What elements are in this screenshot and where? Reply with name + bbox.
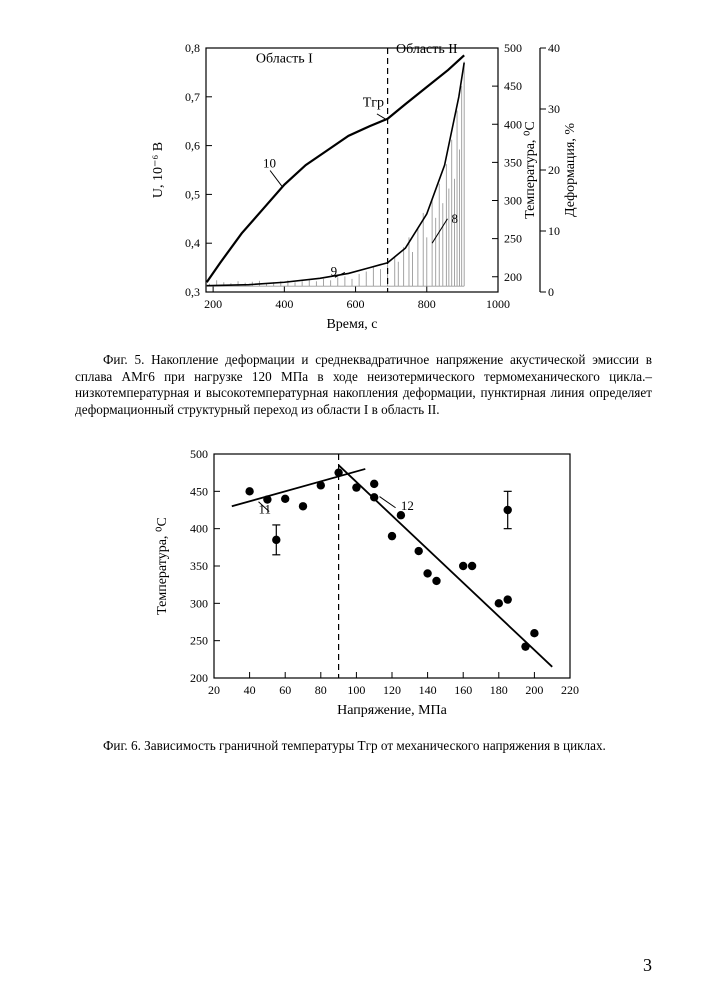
svg-text:350: 350 [504,155,522,169]
svg-text:0,4: 0,4 [185,236,200,250]
svg-text:180: 180 [489,683,507,697]
svg-text:30: 30 [548,102,560,116]
svg-text:0,8: 0,8 [185,41,200,55]
svg-text:Область I: Область I [255,52,312,67]
svg-text:Tгр: Tгр [362,96,383,111]
svg-text:450: 450 [504,79,522,93]
figure-5-chart: 20040060080010000,30,40,50,60,70,8200250… [144,40,584,340]
svg-text:0,3: 0,3 [185,285,200,299]
svg-text:500: 500 [504,41,522,55]
svg-text:0: 0 [548,285,554,299]
svg-text:120: 120 [383,683,401,697]
figure-6-caption: Фиг. 6. Зависимость граничной температур… [75,738,652,755]
svg-text:Деформация, %: Деформация, % [563,123,578,217]
figure-5-caption: Фиг. 5. Накопление деформации и среднекв… [75,352,652,418]
svg-text:12: 12 [400,498,413,513]
svg-text:220: 220 [561,683,579,697]
svg-text:10: 10 [262,156,275,171]
svg-text:10: 10 [548,224,560,238]
svg-text:350: 350 [190,559,208,573]
svg-text:600: 600 [346,297,364,311]
svg-text:400: 400 [275,297,293,311]
svg-text:300: 300 [190,596,208,610]
svg-text:0,5: 0,5 [185,187,200,201]
figure-6-chart: 20 40 60 80 100 120 140 160 180 200 220 200 250 300 35… [144,446,584,726]
svg-text:Температура, ⁰C: Температура, ⁰C [155,517,170,615]
svg-text:100: 100 [347,683,365,697]
svg-text:200: 200 [204,297,222,311]
svg-text:Область II: Область II [395,42,457,57]
svg-text:140: 140 [418,683,436,697]
svg-text:80: 80 [314,683,326,697]
svg-text:500: 500 [190,447,208,461]
page-number: 3 [643,955,652,976]
svg-text:200: 200 [525,683,543,697]
svg-text:Время, с: Время, с [326,317,377,332]
svg-text:450: 450 [190,484,208,498]
svg-text:60: 60 [279,683,291,697]
svg-text:250: 250 [190,634,208,648]
svg-text:200: 200 [504,270,522,284]
svg-text:400: 400 [504,117,522,131]
svg-text:200: 200 [190,671,208,685]
svg-text:1000: 1000 [486,297,510,311]
svg-text:40: 40 [548,41,560,55]
svg-text:Напряжение, МПа: Напряжение, МПа [337,703,448,718]
svg-text:Температура, ⁰C: Температура, ⁰C [523,121,538,219]
svg-text:0,6: 0,6 [185,139,200,153]
svg-text:9: 9 [330,263,337,278]
svg-text:40: 40 [243,683,255,697]
svg-text:8: 8 [451,211,458,226]
svg-text:0,7: 0,7 [185,90,200,104]
svg-text:250: 250 [504,232,522,246]
svg-text:20: 20 [208,683,220,697]
svg-text:800: 800 [417,297,435,311]
svg-text:300: 300 [504,194,522,208]
svg-text:20: 20 [548,163,560,177]
svg-text:U, 10⁻⁶ В: U, 10⁻⁶ В [151,142,166,198]
svg-text:400: 400 [190,522,208,536]
svg-text:160: 160 [454,683,472,697]
